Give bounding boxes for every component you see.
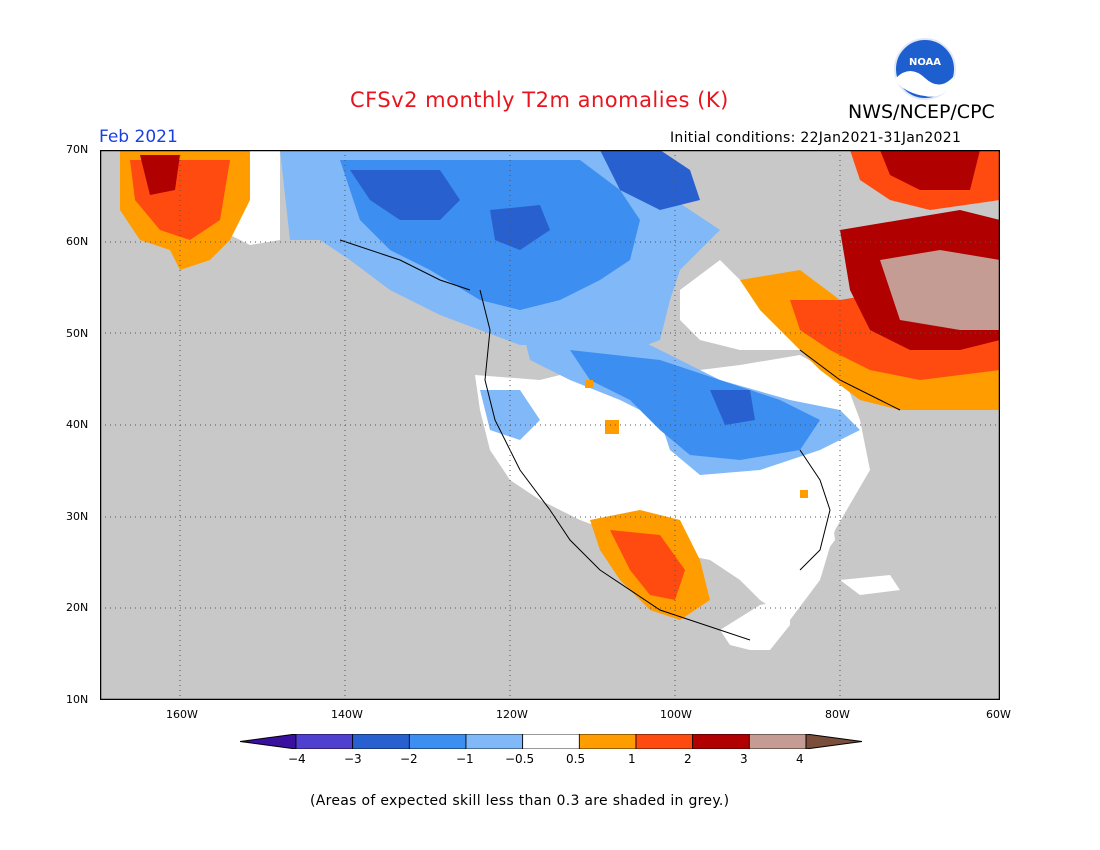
legend-swatch: [295, 734, 354, 749]
footnote: (Areas of expected skill less than 0.3 a…: [310, 793, 730, 809]
lon-label-80w: 80W: [825, 708, 850, 721]
legend-swatch: [352, 734, 410, 749]
gridlines: [100, 150, 1000, 700]
legend-swatch: [408, 734, 467, 749]
anomaly-map: [100, 150, 1000, 700]
lat-label-30n: 30N: [66, 510, 89, 523]
legend-tick-label: −4: [288, 752, 306, 766]
legend-swatch: [240, 734, 297, 749]
colorbar: [240, 734, 862, 749]
lat-label-50n: 50N: [66, 327, 89, 340]
lon-label-160w: 160W: [166, 708, 198, 721]
legend-swatch: [465, 734, 524, 749]
legend-tick-label: −3: [344, 752, 362, 766]
legend-swatch: [748, 734, 807, 749]
map-frame: [100, 150, 1000, 700]
organization-label: NWS/NCEP/CPC: [848, 101, 995, 123]
lat-label-60n: 60N: [66, 235, 89, 248]
lat-label-70n: 70N: [66, 143, 89, 156]
logo-text: NOAA: [909, 57, 941, 68]
lat-label-20n: 20N: [66, 601, 89, 614]
legend-tick-label: −1: [456, 752, 474, 766]
lat-label-40n: 40N: [66, 418, 89, 431]
legend-tick-label: −2: [400, 752, 418, 766]
legend-tick-label: 2: [684, 752, 692, 766]
legend-swatch: [578, 734, 637, 749]
lat-label-10n: 10N: [66, 693, 89, 706]
legend-swatch: [522, 734, 580, 749]
legend-tick-label: 3: [740, 752, 748, 766]
legend-swatch: [692, 734, 750, 749]
lon-label-140w: 140W: [331, 708, 363, 721]
lon-label-120w: 120W: [496, 708, 528, 721]
legend-swatch: [805, 734, 862, 749]
cold-anomalies: [280, 150, 860, 475]
lon-label-60w: 60W: [986, 708, 1011, 721]
legend-tick-label: −0.5: [505, 752, 535, 766]
coastlines: [339, 239, 901, 641]
legend-tick-label: 1: [628, 752, 636, 766]
chart-title: CFSv2 monthly T2m anomalies (K): [350, 88, 729, 112]
legend-tick-label: 4: [796, 752, 804, 766]
forecast-month: Feb 2021: [99, 127, 178, 147]
initial-conditions: Initial conditions: 22Jan2021-31Jan2021: [670, 130, 962, 146]
legend-tick-label: 0.5: [566, 752, 586, 766]
noaa-logo: NOAA: [894, 38, 956, 100]
lon-label-100w: 100W: [660, 708, 692, 721]
legend-swatch: [635, 734, 694, 749]
